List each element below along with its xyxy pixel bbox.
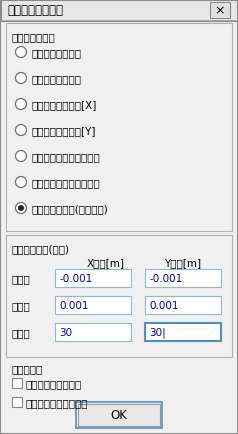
Bar (1, 1, 237, 22)
Bar (145, 270, 221, 287)
Circle shape (18, 206, 24, 211)
Circle shape (15, 125, 26, 136)
Text: グラフ出力の正規化: グラフ出力の正規化 (26, 378, 82, 388)
Text: 30: 30 (59, 327, 72, 337)
Text: -0.001: -0.001 (149, 273, 182, 283)
Text: 30|: 30| (149, 327, 166, 338)
Circle shape (15, 177, 26, 188)
Text: 任意点ファイルの使用: 任意点ファイルの使用 (26, 397, 89, 407)
Text: 分割幅: 分割幅 (11, 300, 30, 310)
Text: ×: × (215, 4, 225, 17)
Circle shape (15, 47, 26, 58)
Bar (55, 323, 131, 341)
Bar (6, 24, 232, 231)
Text: ヒステリシス分布[X]: ヒステリシス分布[X] (31, 100, 96, 110)
Circle shape (15, 73, 26, 84)
Circle shape (15, 203, 26, 214)
Text: 回転磁界リサージュ分布: 回転磁界リサージュ分布 (31, 178, 100, 187)
Text: 最大磁界強度分布: 最大磁界強度分布 (31, 74, 81, 84)
Bar (55, 296, 131, 314)
Text: 0.001: 0.001 (149, 300, 178, 310)
Text: 回転磁束リサージュ分布: 回転磁束リサージュ分布 (31, 151, 100, 161)
Bar (145, 323, 221, 341)
Text: 最大磁束密度分布: 最大磁束密度分布 (31, 48, 81, 58)
Circle shape (15, 99, 26, 110)
Text: X座標[m]: X座標[m] (87, 257, 125, 267)
Text: 0.001: 0.001 (59, 300, 89, 310)
Text: 描画種類：その他: 描画種類：その他 (7, 4, 63, 17)
Bar (76, 402, 162, 428)
Text: OK: OK (111, 408, 127, 421)
Text: 表示種類の選択: 表示種類の選択 (11, 32, 55, 42)
Text: 分割数: 分割数 (11, 327, 30, 337)
Text: -0.001: -0.001 (59, 273, 92, 283)
Bar (210, 3, 230, 19)
Bar (12, 397, 22, 407)
Text: 表示断面指定(格子): 表示断面指定(格子) (11, 243, 69, 253)
Text: オプション: オプション (12, 363, 43, 373)
Text: リサージュ分布(ベクトル): リサージュ分布(ベクトル) (31, 204, 108, 214)
Text: Y座標[m]: Y座標[m] (164, 257, 202, 267)
Circle shape (15, 151, 26, 162)
Bar (55, 270, 131, 287)
Bar (145, 296, 221, 314)
Bar (78, 404, 160, 426)
Bar (6, 236, 232, 357)
Text: 開始点: 開始点 (11, 273, 30, 283)
Bar (1, 21, 237, 22)
Text: ヒステリシス分布[Y]: ヒステリシス分布[Y] (31, 126, 95, 136)
Bar (12, 378, 22, 388)
